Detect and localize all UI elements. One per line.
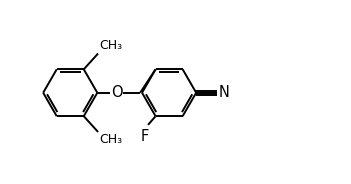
Text: O: O (111, 85, 122, 100)
Text: CH₃: CH₃ (100, 133, 123, 146)
Text: CH₃: CH₃ (100, 39, 123, 52)
Text: F: F (140, 129, 148, 144)
Text: N: N (218, 85, 229, 100)
